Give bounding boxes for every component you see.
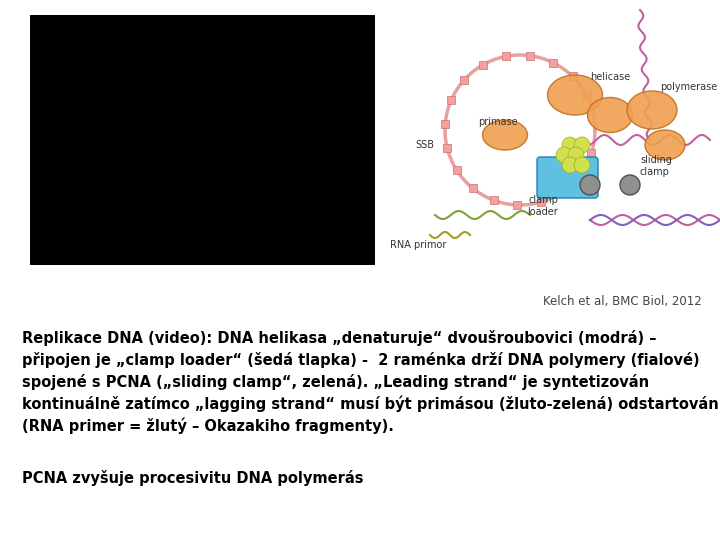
Ellipse shape: [482, 120, 528, 150]
Text: PCNA zvyšuje procesivitu DNA polymerás: PCNA zvyšuje procesivitu DNA polymerás: [22, 470, 364, 486]
Circle shape: [574, 157, 590, 173]
Bar: [490, 196, 498, 204]
Text: RNA primor: RNA primor: [390, 240, 446, 250]
Text: sliding
clamp: sliding clamp: [640, 156, 672, 177]
Circle shape: [562, 157, 578, 173]
Bar: [443, 144, 451, 152]
Bar: [576, 171, 584, 179]
Text: polymerase: polymerase: [660, 82, 717, 92]
Text: připojen je „clamp loader“ (šedá tlapka) -  2 raménka drží DNA polymery (fialové: připojen je „clamp loader“ (šedá tlapka)…: [22, 352, 700, 368]
Bar: [588, 149, 595, 157]
Bar: [526, 52, 534, 59]
FancyBboxPatch shape: [537, 157, 598, 198]
Text: (RNA primer = žlutý – Okazakiho fragmenty).: (RNA primer = žlutý – Okazakiho fragment…: [22, 418, 394, 435]
Bar: [569, 72, 577, 80]
Circle shape: [568, 147, 584, 163]
Circle shape: [620, 175, 640, 195]
Bar: [559, 187, 567, 195]
Bar: [549, 58, 557, 66]
Bar: [30, 15, 375, 265]
Circle shape: [574, 137, 590, 153]
Text: SSB: SSB: [415, 140, 434, 150]
Bar: [479, 61, 487, 69]
Text: clamp
loader: clamp loader: [528, 195, 559, 217]
Ellipse shape: [588, 98, 632, 132]
Bar: [460, 76, 468, 84]
Ellipse shape: [645, 130, 685, 160]
Ellipse shape: [547, 75, 603, 115]
Text: kontinuálně zatímco „lagging strand“ musí být primásou (žluto-zelená) odstartová: kontinuálně zatímco „lagging strand“ mus…: [22, 396, 719, 413]
Text: Kelch et al, BMC Biol, 2012: Kelch et al, BMC Biol, 2012: [543, 295, 701, 308]
Text: spojené s PCNA („sliding clamp“, zelená). „Leading strand“ je syntetizován: spojené s PCNA („sliding clamp“, zelená)…: [22, 374, 649, 390]
Bar: [447, 96, 455, 104]
Bar: [441, 120, 449, 128]
Bar: [537, 198, 545, 206]
Ellipse shape: [627, 91, 677, 129]
Bar: [502, 52, 510, 60]
Bar: [375, 0, 720, 275]
Text: Replikace DNA (video): DNA helikasa „denaturuje“ dvoušroubovici (modrá) –: Replikace DNA (video): DNA helikasa „den…: [22, 330, 657, 346]
Bar: [453, 166, 461, 174]
Circle shape: [556, 147, 572, 163]
Circle shape: [562, 137, 578, 153]
Text: helicase: helicase: [590, 72, 630, 82]
Text: primase: primase: [478, 117, 518, 127]
Circle shape: [580, 175, 600, 195]
Bar: [513, 201, 521, 209]
Bar: [582, 92, 591, 100]
Bar: [469, 184, 477, 192]
